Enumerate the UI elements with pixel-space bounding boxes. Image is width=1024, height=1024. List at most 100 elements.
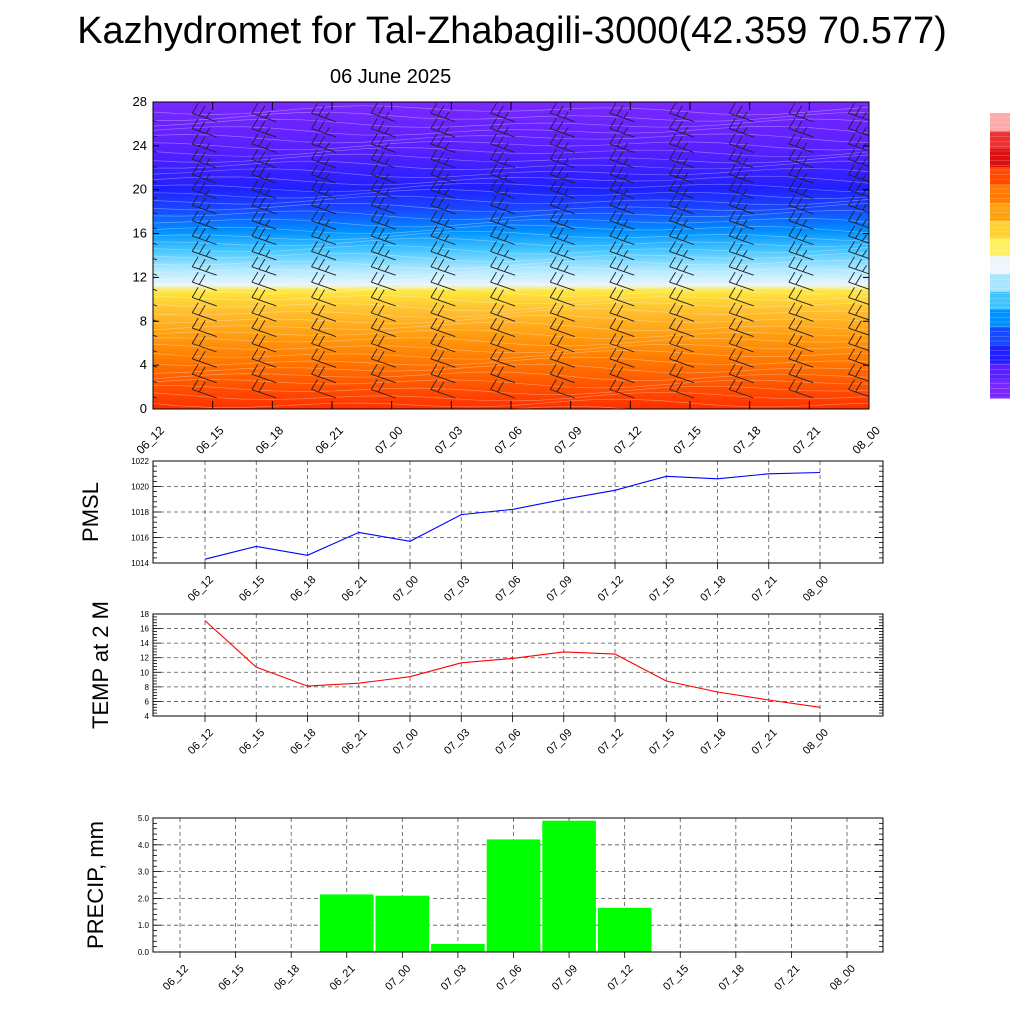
wind-barb <box>669 133 695 153</box>
wind-barb <box>728 195 754 215</box>
x-tick-label: 07_15 <box>670 423 704 457</box>
x-tick-label: 07_00 <box>391 574 421 604</box>
colorbar-swatch <box>990 237 1010 257</box>
wind-barb <box>490 210 516 230</box>
wind-barb <box>728 287 754 307</box>
y-tick-label: 1014 <box>131 559 149 568</box>
wind-barb <box>311 164 337 184</box>
wind-barb <box>490 302 516 322</box>
wind-barb <box>251 118 277 138</box>
wind-barb <box>490 118 516 138</box>
wind-barb <box>490 195 516 215</box>
wind-barb <box>311 317 337 338</box>
wind-barb <box>549 118 575 138</box>
y-tick-label: 14 <box>140 639 149 648</box>
x-tick-label: 06_21 <box>340 574 370 604</box>
y-tick-label: 16 <box>133 226 147 241</box>
wind-barb <box>430 348 456 368</box>
wind-barb <box>788 256 814 276</box>
wind-barb <box>549 287 575 307</box>
wind-barb <box>788 225 814 245</box>
x-tick-label: 07_00 <box>372 423 406 457</box>
wind-barb <box>788 179 814 199</box>
wind-barb <box>191 149 217 169</box>
y-tick-label: 10 <box>140 668 149 677</box>
x-tick-label: 07_09 <box>550 963 580 993</box>
wind-barb <box>549 195 575 215</box>
wind-barb <box>669 102 695 123</box>
wind-barb <box>370 210 396 230</box>
wind-barb <box>549 133 575 153</box>
wind-barb <box>490 348 516 368</box>
chart-date: 06 June 2025 <box>330 66 452 88</box>
colorbar-swatch <box>990 380 1010 399</box>
x-tick-label: 06_18 <box>288 727 318 757</box>
wind-barb <box>728 149 754 169</box>
colorbar-swatch <box>990 148 1010 168</box>
wind-barb <box>609 256 635 276</box>
x-tick-label: 07_06 <box>494 963 524 993</box>
wind-barb <box>669 363 695 384</box>
x-tick-label: 06_12 <box>186 727 216 757</box>
wind-barb <box>311 179 337 199</box>
wind-barb <box>788 379 814 399</box>
wind-barb <box>430 302 456 322</box>
wind-barb <box>430 164 456 184</box>
wind-barb <box>311 348 337 368</box>
y-tick-label: 12 <box>133 269 147 284</box>
wind-barb <box>848 164 869 183</box>
wind-barb <box>609 348 635 368</box>
wind-barb <box>490 363 516 384</box>
wind-barb <box>728 118 754 138</box>
wind-barb <box>669 225 695 245</box>
colorbar-swatch <box>990 113 1010 132</box>
wind-barb <box>251 348 277 368</box>
wind-barb <box>430 179 456 199</box>
x-tick-label: 07_09 <box>545 727 575 757</box>
wind-barb <box>430 149 456 169</box>
wind-barb <box>251 102 277 123</box>
wind-barb <box>609 333 635 353</box>
wind-barb <box>669 256 695 276</box>
wind-barb <box>609 164 635 184</box>
wind-barb <box>370 164 396 184</box>
colorbar-swatch <box>990 202 1010 221</box>
y-tick-label: 1016 <box>131 534 149 543</box>
wind-barb <box>728 363 754 384</box>
x-tick-label: 08_00 <box>849 423 883 457</box>
wind-barb <box>311 379 337 399</box>
wind-barb <box>848 133 869 152</box>
wind-barb <box>430 225 456 245</box>
wind-barb <box>311 333 337 353</box>
wind-barb <box>848 241 869 259</box>
wind-barb <box>549 271 575 292</box>
x-tick-label: 06_12 <box>133 423 167 457</box>
y-tick-label: 12 <box>140 654 149 663</box>
x-tick-label: 08_00 <box>801 574 831 604</box>
wind-barb <box>549 379 575 399</box>
wind-barb <box>490 225 516 245</box>
y-axis-title: TEMP at 2 M <box>88 601 113 729</box>
wind-barb <box>788 287 814 307</box>
x-tick-label: 06_21 <box>340 727 370 757</box>
y-tick-label: 5.0 <box>138 814 150 823</box>
wind-barb <box>251 210 277 230</box>
x-tick-label: 07_18 <box>698 574 728 604</box>
y-tick-label: 16 <box>140 625 149 634</box>
y-axis-title: PMSL <box>78 482 103 542</box>
wind-barb <box>311 133 337 153</box>
x-tick-label: 07_00 <box>383 963 413 993</box>
wind-barb <box>430 118 456 138</box>
wind-barb <box>549 164 575 184</box>
wind-barb <box>549 241 575 261</box>
x-tick-label: 07_03 <box>442 727 472 757</box>
y-tick-label: 4 <box>145 712 150 721</box>
wind-barb <box>609 302 635 322</box>
wind-barb <box>549 102 575 123</box>
x-tick-label: 07_12 <box>596 727 626 757</box>
x-tick-label: 08_00 <box>828 963 858 993</box>
wind-barb <box>728 225 754 245</box>
wind-barb <box>370 225 396 245</box>
wind-barb <box>311 149 337 169</box>
x-tick-label: 06_21 <box>328 963 358 993</box>
